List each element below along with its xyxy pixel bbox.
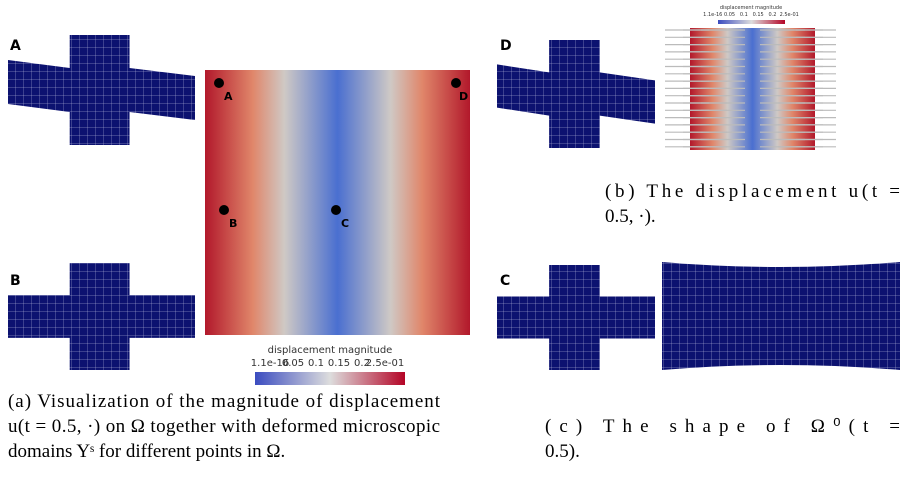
caption-line: (b) The displacement u(t = <box>605 181 900 202</box>
displacement-field <box>205 70 470 335</box>
small-colorbar-ticks: 1.1e-16 0.05 0.1 0.15 0.2 2.5e-01 <box>703 12 799 18</box>
point <box>331 205 341 215</box>
point <box>451 78 461 88</box>
point <box>214 78 224 88</box>
panel-label: B <box>10 273 21 289</box>
point-label: C <box>341 217 349 230</box>
point-label: B <box>229 217 237 230</box>
caption-line: 0.5). <box>545 441 580 462</box>
panel-label: C <box>500 273 510 289</box>
colorbar-tick-label: 1.1e-16 <box>251 358 289 369</box>
colorbar-tick-label: 0.05 <box>282 358 304 369</box>
deformed-domain <box>662 262 900 370</box>
small-colorbar-title: displacement magnitude <box>720 5 782 11</box>
colorbar-tick-label: 0.1 <box>308 358 324 369</box>
colorbar-tick-label: 0.15 <box>328 358 350 369</box>
caption-line: u(t = 0.5, ·) on Ω together with deforme… <box>8 416 440 437</box>
caption-line: 0.5, ·). <box>605 206 656 227</box>
small-colorbar <box>718 20 785 24</box>
colorbar-tick-label: 0.2 <box>354 358 370 369</box>
caption-line: (a) Visualization of the magnitude of di… <box>8 391 441 412</box>
panel-label: D <box>500 38 512 54</box>
point <box>219 205 229 215</box>
colorbar-title: displacement magnitude <box>268 345 393 356</box>
colorbar-tick-label: 2.5e-01 <box>366 358 404 369</box>
micro-domain <box>497 40 655 148</box>
point-label: A <box>224 90 233 103</box>
micro-domain <box>8 35 195 145</box>
panel-label: A <box>10 38 21 54</box>
colorbar <box>255 372 405 385</box>
micro-domain <box>497 265 655 370</box>
micro-domain <box>8 263 195 370</box>
caption-line: (c) The shape of Ω⁰(t = <box>545 416 900 437</box>
point-label: D <box>459 90 468 103</box>
caption-line: domains Yˢ for different points in Ω. <box>8 441 285 462</box>
